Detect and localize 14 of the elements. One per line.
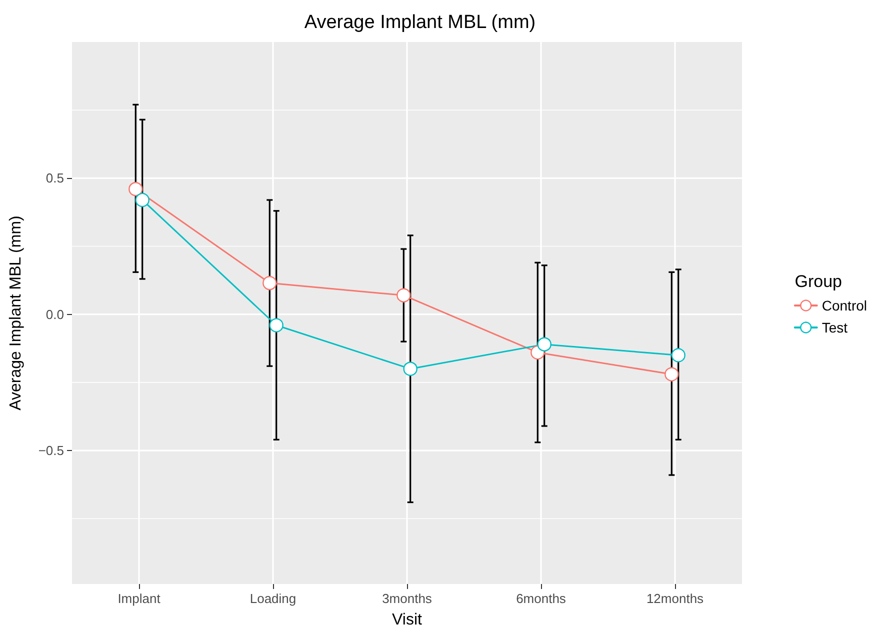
x-tick-label: 12months [646, 591, 704, 606]
legend-label: Control [822, 298, 868, 314]
x-tick-label: 3months [382, 591, 432, 606]
x-tick-label: Implant [118, 591, 161, 606]
y-tick-label: −0.5 [38, 443, 64, 458]
chart-title: Average Implant MBL (mm) [304, 12, 536, 33]
y-axis-title: Average Implant MBL (mm) [8, 216, 24, 410]
x-tick-label: 6months [516, 591, 566, 606]
y-tick-label: 0.0 [46, 306, 64, 322]
y-tick-label: 0.5 [46, 170, 64, 186]
legend-title: Group [794, 272, 842, 291]
legend-label: Test [822, 320, 848, 336]
x-axis-title: Visit [392, 612, 423, 628]
x-tick-label: Loading [250, 591, 296, 606]
